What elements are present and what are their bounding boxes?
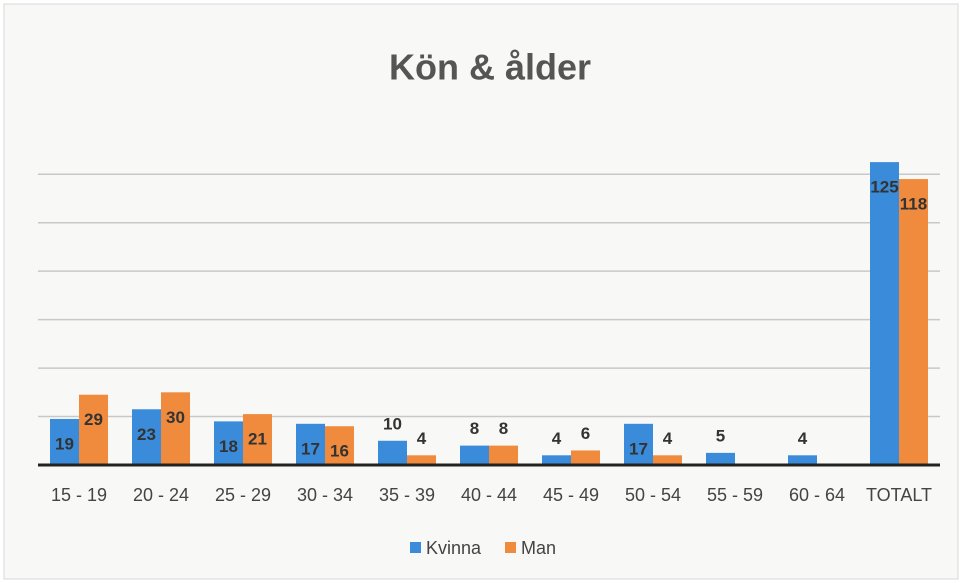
data-label: 17 <box>301 439 320 458</box>
data-label: 10 <box>383 414 402 433</box>
bar <box>407 455 436 465</box>
data-label: 5 <box>716 426 725 445</box>
bar <box>50 418 79 465</box>
x-tick-label: 15 - 19 <box>51 485 107 505</box>
data-label: 23 <box>137 425 156 444</box>
data-label: 18 <box>219 437 238 456</box>
x-tick-label: 20 - 24 <box>133 485 189 505</box>
bar <box>624 423 653 465</box>
bar <box>132 409 161 465</box>
x-tick-label: 35 - 39 <box>379 485 435 505</box>
x-tick-label: 50 - 54 <box>625 485 681 505</box>
bar <box>325 426 354 465</box>
data-label: 19 <box>55 434 74 453</box>
legend-swatch <box>505 542 516 553</box>
legend-swatch <box>410 542 421 553</box>
bar <box>378 440 407 465</box>
bar <box>706 452 735 465</box>
chart-background <box>3 3 959 580</box>
x-tick-label: 60 - 64 <box>789 485 845 505</box>
bar <box>571 450 600 465</box>
x-tick-label: TOTALT <box>866 485 932 505</box>
bar <box>653 455 682 465</box>
x-tick-label: 40 - 44 <box>461 485 517 505</box>
x-tick-label: 55 - 59 <box>707 485 763 505</box>
data-label: 4 <box>552 429 562 448</box>
data-label: 16 <box>330 442 349 461</box>
data-label: 29 <box>84 410 103 429</box>
bar <box>243 414 272 465</box>
bar <box>161 392 190 465</box>
bar <box>542 455 571 465</box>
bar <box>899 179 928 466</box>
bar <box>870 162 899 465</box>
bar <box>296 423 325 465</box>
data-label: 6 <box>581 424 590 443</box>
data-label: 125 <box>870 178 898 197</box>
data-label: 8 <box>470 419 479 438</box>
chart-title: Kön & ålder <box>389 47 591 88</box>
data-label: 4 <box>663 429 673 448</box>
data-label: 17 <box>629 439 648 458</box>
bar <box>489 445 518 465</box>
legend-label: Man <box>521 538 556 558</box>
data-label: 118 <box>900 195 927 214</box>
bar <box>460 445 489 465</box>
x-tick-label: 30 - 34 <box>297 485 353 505</box>
bar <box>788 455 817 465</box>
x-tick-label: 25 - 29 <box>215 485 271 505</box>
x-tick-label: 45 - 49 <box>543 485 599 505</box>
data-label: 21 <box>248 430 267 449</box>
legend-label: Kvinna <box>426 538 482 558</box>
data-label: 4 <box>798 429 808 448</box>
data-label: 8 <box>499 419 508 438</box>
bar <box>79 394 108 465</box>
data-label: 4 <box>417 429 427 448</box>
data-label: 30 <box>166 408 185 427</box>
bar <box>214 421 243 465</box>
